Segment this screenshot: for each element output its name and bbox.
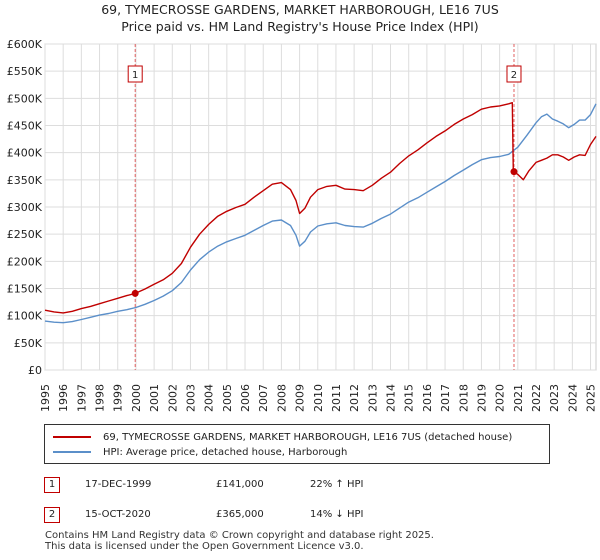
footer-license: This data is licensed under the Open Gov…	[45, 541, 364, 552]
x-tick-label: 2016	[421, 384, 434, 412]
y-tick-label: £600K	[7, 38, 43, 51]
chart-title: 69, TYMECROSSE GARDENS, MARKET HARBOROUG…	[101, 2, 499, 17]
x-tick-label: 1996	[57, 384, 70, 412]
sale-point	[131, 289, 139, 297]
x-tick-label: 2003	[184, 384, 197, 412]
footer: Contains HM Land Registry data © Crown c…	[45, 530, 434, 552]
price-chart: £0 £50K £100K £150K £200K £250K £300K £350K £400…	[7, 38, 598, 412]
x-tick-label: 2001	[148, 384, 161, 412]
transaction-number: 2	[44, 507, 60, 523]
transaction-date: 17-DEC-1999	[85, 479, 152, 490]
sale-point	[510, 168, 518, 176]
legend-item-property: 69, TYMECROSSE GARDENS, MARKET HARBOROUG…	[53, 430, 512, 444]
x-tick-label: 2009	[294, 384, 307, 412]
sale-marker-box	[127, 65, 143, 83]
y-tick-label: £550K	[7, 65, 43, 78]
x-tick-label: 2020	[494, 384, 507, 412]
chart-subtitle: Price paid vs. HM Land Registry's House …	[121, 19, 479, 34]
x-tick-label: 2025	[585, 384, 598, 412]
y-tick-label: £250K	[7, 228, 43, 241]
x-tick-label: 2004	[203, 384, 216, 412]
legend-label-hpi: HPI: Average price, detached house, Harb…	[103, 446, 348, 458]
legend: 69, TYMECROSSE GARDENS, MARKET HARBOROUG…	[44, 424, 550, 464]
x-tick-label: 2007	[257, 384, 270, 412]
sale-marker-label: 2	[511, 70, 517, 81]
x-tick-label: 2008	[275, 384, 288, 412]
y-tick-label: £150K	[7, 283, 43, 296]
x-tick-label: 2010	[312, 384, 325, 412]
x-tick-label: 2015	[403, 384, 416, 412]
y-tick-label: £50K	[14, 337, 43, 350]
legend-label-property: 69, TYMECROSSE GARDENS, MARKET HARBOROUG…	[103, 431, 513, 443]
legend-swatch-hpi	[53, 451, 91, 453]
transaction-price: £141,000	[216, 479, 264, 490]
x-tick-label: 2014	[385, 384, 398, 412]
transaction-date: 15-OCT-2020	[85, 509, 151, 520]
y-tick-label: £450K	[7, 120, 43, 133]
sale-marker-label: 1	[132, 70, 138, 81]
x-tick-label: 2000	[130, 384, 143, 412]
y-tick-label: £200K	[7, 255, 43, 268]
legend-item-hpi: HPI: Average price, detached house, Harb…	[53, 445, 347, 459]
x-tick-label: 2018	[457, 384, 470, 412]
y-tick-label: £100K	[7, 310, 43, 323]
transaction-hpi-diff: 22% ↑ HPI	[310, 479, 364, 490]
transaction-hpi-diff: 14% ↓ HPI	[310, 509, 364, 520]
x-tick-label: 2022	[530, 384, 543, 412]
sale-marker-box	[506, 65, 522, 83]
transaction-row: 1 17-DEC-1999 £141,000 22% ↑ HPI	[44, 477, 564, 494]
x-tick-label: 1995	[39, 384, 52, 412]
x-tick-label: 2006	[239, 384, 252, 412]
x-tick-label: 1999	[112, 384, 125, 412]
legend-swatch-property	[53, 436, 91, 438]
x-tick-label: 2011	[330, 384, 343, 412]
transaction-row: 2 15-OCT-2020 £365,000 14% ↓ HPI	[44, 507, 564, 524]
x-tick-label: 2012	[348, 384, 361, 412]
transaction-price: £365,000	[216, 509, 264, 520]
x-tick-label: 2005	[221, 384, 234, 412]
x-tick-label: 1997	[75, 384, 88, 412]
x-tick-label: 2019	[475, 384, 488, 412]
x-tick-label: 2017	[439, 384, 452, 412]
series-line-hpi	[44, 103, 597, 324]
x-tick-label: 2023	[548, 384, 561, 412]
x-tick-label: 2021	[512, 384, 525, 412]
y-tick-label: £350K	[7, 174, 43, 187]
x-tick-label: 1998	[94, 384, 107, 412]
x-tick-label: 2002	[166, 384, 179, 412]
y-tick-label: £400K	[7, 147, 43, 160]
y-tick-label: £0	[28, 364, 42, 377]
x-tick-label: 2013	[366, 384, 379, 412]
x-tick-label: 2024	[566, 384, 579, 412]
transaction-number: 1	[44, 477, 60, 493]
footer-copyright: Contains HM Land Registry data © Crown c…	[45, 530, 434, 541]
y-tick-label: £500K	[7, 92, 43, 105]
series-line-property	[44, 102, 597, 314]
y-tick-label: £300K	[7, 201, 43, 214]
